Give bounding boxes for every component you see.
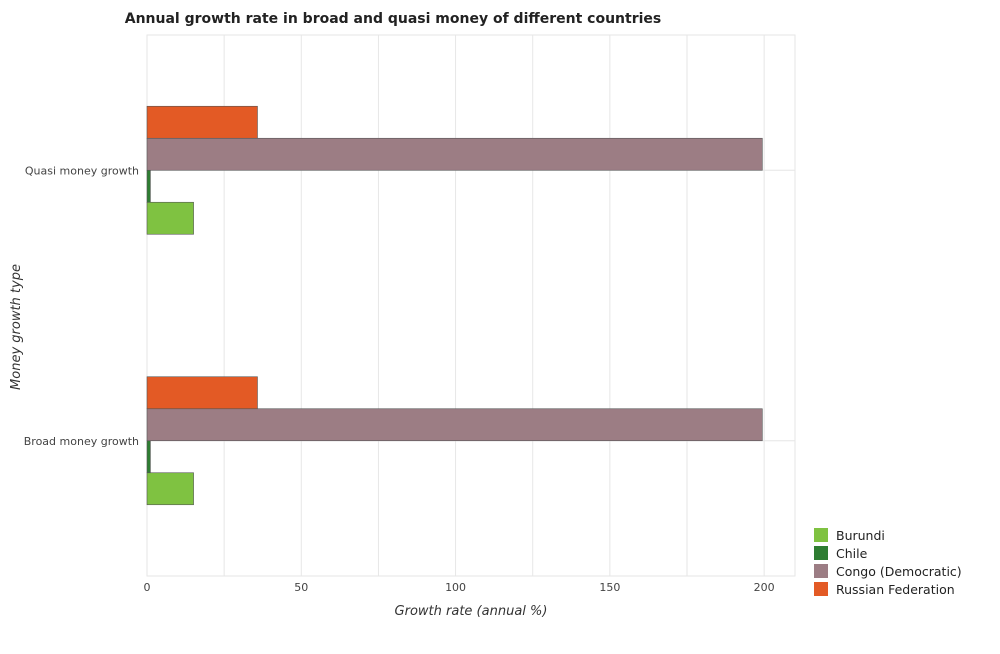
bar-burundi xyxy=(146,472,194,506)
bar-russian-federation xyxy=(146,376,258,410)
x-axis-label: Growth rate (annual %) xyxy=(395,604,548,619)
legend-swatch xyxy=(814,528,828,542)
legend-label: Russian Federation xyxy=(836,582,955,597)
x-tick-label: 50 xyxy=(294,581,308,594)
ticks-layer: 0 50 100 150 200 Quasi money growth Broad mone… xyxy=(24,164,775,594)
bar-chile xyxy=(146,169,151,203)
chart-title: Annual growth rate in broad and quasi mo… xyxy=(125,11,661,27)
x-tick-label: 100 xyxy=(445,581,466,594)
y-tick-label: Quasi money growth xyxy=(25,164,139,177)
legend-swatch xyxy=(814,546,828,560)
bar-burundi xyxy=(146,201,194,235)
bar-congo-democratic xyxy=(146,137,763,171)
legend: Burundi Chile Congo (Democratic) Russian Fe… xyxy=(814,528,962,597)
bar-chile xyxy=(146,440,151,474)
x-tick-label: 200 xyxy=(754,581,775,594)
bar-congo-democratic xyxy=(146,408,763,442)
bars-layer xyxy=(146,105,763,506)
y-tick-label: Broad money growth xyxy=(24,435,139,448)
legend-swatch xyxy=(814,564,828,578)
x-tick-label: 150 xyxy=(599,581,620,594)
legend-swatch xyxy=(814,582,828,596)
legend-label: Chile xyxy=(836,546,868,561)
legend-label: Burundi xyxy=(836,528,885,543)
legend-label: Congo (Democratic) xyxy=(836,564,962,579)
x-tick-label: 0 xyxy=(144,581,151,594)
y-axis-label: Money growth type xyxy=(9,264,24,390)
bar-russian-federation xyxy=(146,105,258,139)
